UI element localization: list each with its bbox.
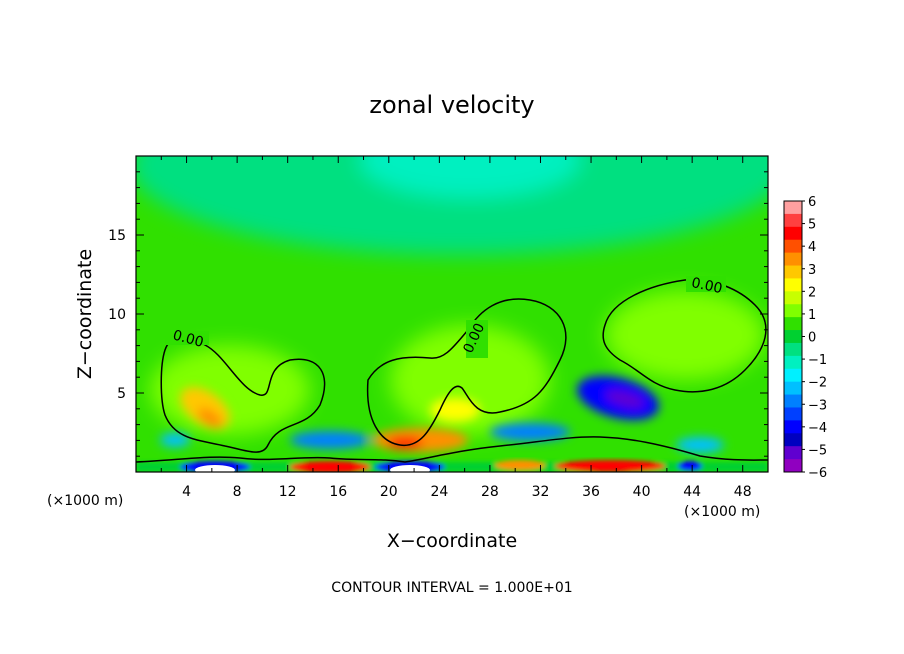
colorbar-swatch	[784, 407, 802, 421]
x-tick-label: 20	[380, 484, 398, 500]
colorbar-swatch	[784, 252, 802, 267]
top-cyan-core	[360, 156, 580, 198]
colorbar-tick-label: 1	[808, 308, 816, 323]
colorbar-tick-label: 0	[808, 331, 816, 346]
contour-label-bg	[686, 276, 726, 292]
contour-label-bg	[466, 320, 488, 358]
colorbar-tick-label: −5	[808, 443, 827, 458]
surface-band	[136, 462, 768, 472]
surface-void-1	[195, 465, 235, 472]
zero-contour-middle	[366, 298, 567, 446]
colorbar-tick-label: −4	[808, 421, 827, 436]
colorbar-swatch	[784, 381, 802, 396]
x-axis-ticks: 4 8 12 16 20 24 28 32 36 40 44 48	[160, 156, 752, 500]
colorbar-tick-label: −3	[808, 398, 827, 413]
cold-core-right-inner	[605, 390, 645, 408]
x-tick-label: 44	[683, 484, 701, 500]
colorbar-tick-label: 5	[808, 218, 816, 233]
x-axis-unit-left: (×1000 m)	[47, 493, 123, 509]
contour-labels: 0.00 0.00 0.00	[165, 275, 726, 358]
chart-title: zonal velocity	[369, 91, 534, 119]
cold-band-mid	[490, 423, 570, 441]
zero-contour-left	[160, 336, 326, 453]
cold-band-small	[160, 433, 190, 447]
cold-band-right	[676, 437, 724, 453]
colorbar-tick-label: 4	[808, 240, 816, 255]
colorbar-labels: 6 5 4 3 2 1 0 −1 −2 −3 −4 −5 −6	[802, 195, 827, 481]
y-axis-label: Z−coordinate	[74, 249, 96, 379]
colorbar-swatch	[784, 433, 802, 447]
surface-cold-3	[678, 461, 702, 471]
smooth-layer	[136, 156, 768, 435]
heatmap-field	[136, 156, 768, 472]
colorbar-swatch	[784, 330, 802, 344]
zero-contour-surface	[136, 436, 768, 463]
x-tick-label: 8	[233, 484, 242, 500]
x-tick-label: 32	[532, 484, 550, 500]
x-tick-label: 24	[430, 484, 448, 500]
x-tick-label: 4	[182, 484, 191, 500]
surface-warm-2	[555, 460, 665, 472]
cold-band-left	[290, 431, 370, 449]
colorbar-tick-label: 6	[808, 195, 816, 210]
contour-label: 0.00	[690, 275, 724, 297]
x-tick-label: 28	[481, 484, 499, 500]
upper-cyan-region	[136, 156, 768, 255]
contour-label-bg	[165, 331, 209, 345]
colorbar-swatch	[784, 226, 802, 241]
colorbar-swatch	[784, 420, 802, 434]
colorbar-tick-label: 2	[808, 285, 816, 300]
colorbar-swatch	[784, 304, 802, 318]
y-tick-label: 5	[117, 386, 126, 402]
surface-void-2	[390, 465, 430, 472]
contour-label: 0.00	[171, 327, 205, 351]
colorbar-swatch	[784, 394, 802, 408]
contour-interval-note: CONTOUR INTERVAL = 1.000E+01	[331, 580, 572, 596]
surface-warm-3	[495, 460, 545, 470]
colorbar-swatch	[784, 265, 802, 279]
positive-lobe-mid	[390, 325, 550, 435]
yellow-patch-mid	[430, 398, 480, 422]
sharp-layer	[160, 375, 724, 453]
x-axis-label: X−coordinate	[387, 530, 517, 552]
y-axis-ticks: 5 10 15	[108, 171, 768, 457]
colorbar-swatch	[784, 317, 802, 331]
colorbar-swatch	[784, 291, 802, 305]
colorbar-swatch	[784, 446, 802, 460]
x-tick-label: 48	[734, 484, 752, 500]
colorbar-swatch	[784, 213, 802, 228]
warm-core-mid-inner	[387, 437, 423, 449]
colorbar-tick-label: 3	[808, 263, 816, 278]
colorbar-tick-label: −1	[808, 353, 827, 368]
y-tick-label: 10	[108, 307, 126, 323]
colorbar	[784, 201, 802, 473]
zero-contour-right	[602, 279, 767, 393]
colorbar-swatch	[784, 368, 802, 383]
x-tick-label: 16	[329, 484, 347, 500]
colorbar-swatch	[784, 459, 802, 473]
x-tick-label: 40	[633, 484, 651, 500]
x-tick-label: 36	[582, 484, 600, 500]
colorbar-tick-label: −6	[808, 466, 827, 481]
positive-lobe-left	[150, 345, 310, 435]
colorbar-swatch	[784, 342, 802, 357]
x-tick-label: 12	[279, 484, 297, 500]
colorbar-swatch	[784, 278, 802, 292]
positive-lobe-right	[605, 290, 765, 380]
colorbar-swatch	[784, 355, 802, 370]
y-tick-label: 15	[108, 228, 126, 244]
colorbar-swatch	[784, 201, 802, 215]
surface-warm-1	[290, 461, 370, 472]
warm-core-left-inner	[197, 408, 223, 428]
colorbar-tick-label: −2	[808, 376, 827, 391]
zero-contours	[136, 279, 768, 463]
x-axis-unit-right: (×1000 m)	[684, 504, 760, 520]
colorbar-swatch	[784, 239, 802, 254]
